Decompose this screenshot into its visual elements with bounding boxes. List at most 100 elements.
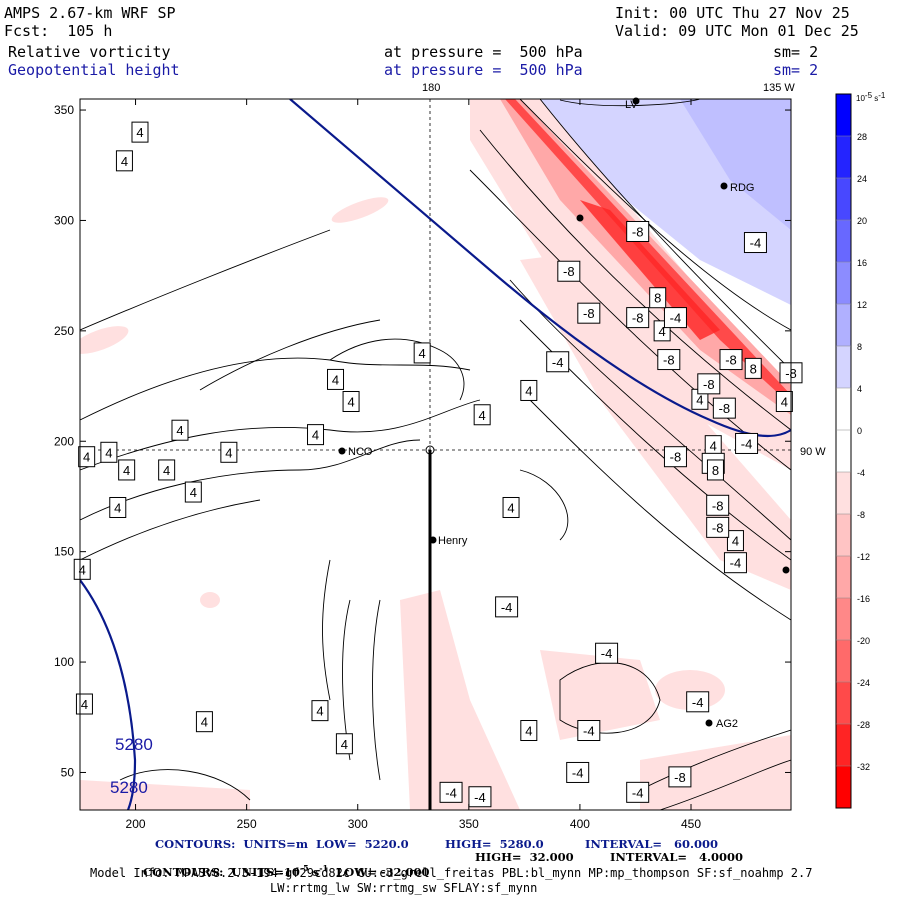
contour-label-box (220, 441, 238, 463)
contour-label: 4 (781, 395, 788, 410)
colorbar-label: -24 (857, 678, 870, 688)
contour-label-box (413, 342, 431, 364)
contour-label: 4 (479, 408, 486, 423)
contour-label-box (307, 424, 325, 446)
colorbar-unit-part: -5 (865, 91, 873, 100)
y-tick-label: 100 (54, 655, 74, 669)
contour-label: 4 (525, 383, 532, 398)
contour-label: 4 (201, 715, 208, 730)
contour-label-box (520, 720, 538, 742)
contour-label: 4 (696, 392, 703, 407)
contour-label-box (735, 432, 759, 454)
colorbar-unit: 10-5 s-1 (856, 91, 886, 103)
negative-vorticity-patch-3 (80, 780, 250, 810)
contour-label: -4 (474, 790, 486, 805)
contour-label: -4 (692, 695, 704, 710)
colorbar-label: -32 (857, 762, 870, 772)
contour-label: 8 (750, 361, 757, 376)
contour-label: -8 (725, 353, 737, 368)
negative-vorticity-patch-8 (331, 197, 389, 223)
geopotential-contours (80, 99, 791, 810)
valid-time: Valid: 09 UTC Mon 01 Dec 25 (615, 22, 859, 40)
contour-label: 4 (83, 450, 90, 465)
contour-label-box (473, 404, 491, 426)
footer-line2-sup: -5 (299, 862, 309, 873)
contour-label: -4 (445, 785, 457, 800)
contour-label: -8 (674, 770, 686, 785)
footer-line2-rest: LOW= -32.000 (328, 864, 430, 879)
contour-label: -8 (712, 498, 724, 513)
contour-label: 4 (659, 324, 666, 339)
contour-label-box (663, 446, 687, 468)
model-title: AMPS 2.67-km WRF SP (4, 4, 176, 22)
contour-label-box (649, 287, 667, 309)
station-rdg-label: RDG (730, 182, 754, 194)
contour-label-box (335, 733, 353, 755)
contour-label-box (626, 220, 650, 242)
contour-label-box (706, 459, 724, 481)
contour-label-box (743, 232, 767, 254)
field2-smooth: sm= 2 (773, 61, 819, 79)
contour-label: -4 (572, 765, 584, 780)
contour-label: 4 (732, 534, 739, 549)
lon-label-180: 180 (422, 82, 440, 94)
station-marker (576, 214, 584, 222)
colorbar-label: 24 (857, 174, 867, 184)
contour-labels: 4444444444444444444444444444-4-4-4-4-4-4… (73, 121, 803, 808)
x-tick-label: 400 (570, 817, 590, 831)
y-tick-label: 250 (54, 324, 74, 338)
contour-label-box (327, 368, 345, 390)
contour-label-box (184, 481, 202, 503)
station-ag2-label: AG2 (716, 718, 738, 730)
station-henry-marker (429, 536, 437, 544)
colorbar-label: -8 (857, 510, 865, 520)
colorbar-unit-part: s (872, 94, 878, 103)
lon-label-90w: 90 W (800, 446, 826, 458)
contour-label: 4 (163, 463, 170, 478)
contour-label: -4 (730, 556, 742, 571)
contour-label: -4 (552, 355, 564, 370)
colorbar-swatch (836, 766, 851, 808)
station-nco-label: NCO (348, 446, 373, 458)
footer-line2-left: CONTOURS: UNITS=10 (143, 864, 300, 879)
colorbar-label: -16 (857, 594, 870, 604)
colorbar-swatch (836, 430, 851, 472)
contour-label-box (775, 391, 793, 413)
contour-label-box (706, 494, 730, 516)
field1-name: Relative vorticity (8, 43, 171, 61)
contour-label: -8 (632, 311, 644, 326)
contour-label-box (546, 351, 570, 373)
cross-section-start (425, 445, 435, 455)
colorbar-swatch (836, 598, 851, 640)
colorbar-label: 8 (857, 342, 862, 352)
contour-label-box (697, 373, 721, 395)
negative-vorticity-patch-7 (80, 326, 129, 354)
plot-frame (79, 98, 792, 811)
contour-label: 4 (347, 395, 354, 410)
contour-label-box (100, 441, 118, 463)
contour-label-box (468, 786, 492, 808)
contour-label: 4 (710, 439, 717, 454)
colorbar-label: 28 (857, 132, 867, 142)
y-tick-label: 50 (61, 765, 75, 779)
station-nco-marker (338, 447, 346, 455)
contour-label-box (663, 307, 687, 329)
contour-label: 4 (190, 485, 197, 500)
y-tick-label: 200 (54, 434, 74, 448)
contour-label: -8 (712, 520, 724, 535)
positive-vorticity-core (680, 99, 791, 230)
colorbar-label: 16 (857, 258, 867, 268)
contour-label: -8 (632, 224, 644, 239)
station-lv-label: LV (625, 99, 638, 111)
negative-vorticity-core2 (580, 200, 720, 340)
station-henry-label: Henry (438, 535, 468, 547)
contour-label-box (744, 357, 762, 379)
footer-line2-interval: INTERVAL= 4.0000 (610, 850, 744, 864)
contour-label: 4 (312, 428, 319, 443)
colorbar-label: 20 (857, 216, 867, 226)
colorbar-swatch (836, 262, 851, 304)
contour-label: 4 (225, 445, 232, 460)
contour-label-box (158, 459, 176, 481)
contour-label-box (719, 349, 743, 371)
y-tick-label: 150 (54, 545, 74, 559)
